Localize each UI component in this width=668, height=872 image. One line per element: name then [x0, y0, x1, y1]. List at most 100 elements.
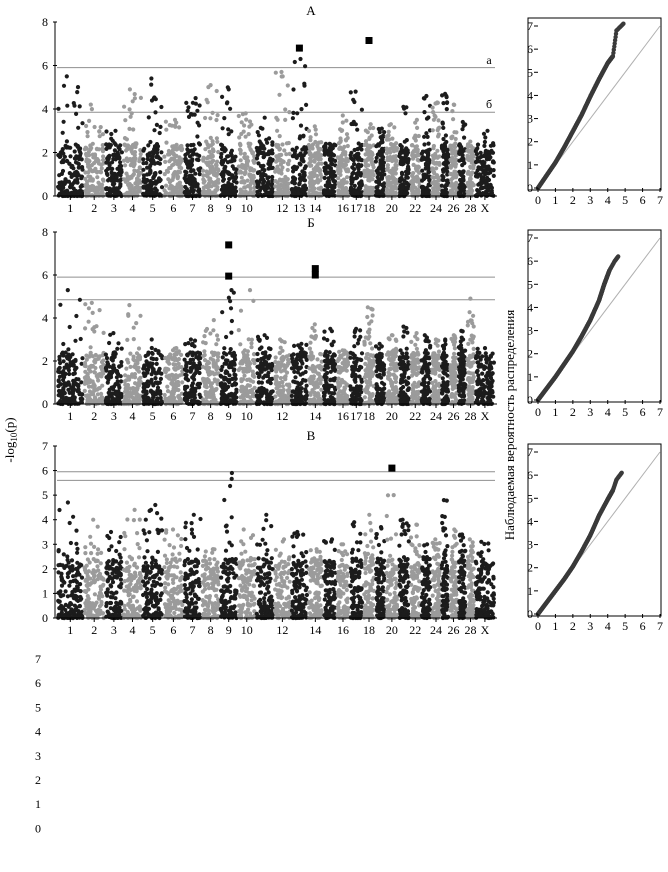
snp-point	[208, 135, 213, 140]
snp-point	[132, 162, 137, 167]
snp-point	[87, 163, 92, 169]
snp-point	[153, 179, 159, 184]
snp-point	[345, 143, 350, 149]
snp-point	[339, 185, 344, 190]
snp-point	[104, 375, 109, 380]
snp-point	[454, 130, 459, 135]
snp-point	[177, 157, 182, 162]
snp-point	[242, 185, 247, 190]
snp-point	[414, 168, 419, 173]
snp-peak-point	[149, 76, 154, 81]
snp-point	[214, 88, 219, 94]
chromosome-13-points	[289, 56, 309, 199]
snp-peak-point	[368, 122, 373, 127]
snp-point	[149, 345, 154, 351]
chromosome-21-points	[397, 104, 411, 199]
snp-point	[295, 385, 300, 390]
snp-point	[66, 365, 71, 370]
snp-point	[283, 191, 289, 196]
snp-point	[246, 158, 251, 164]
snp-point	[211, 172, 217, 177]
panel-a-x-tick-label: 13	[293, 201, 305, 215]
snp-point	[323, 161, 328, 166]
snp-point	[430, 167, 435, 173]
snp-point	[197, 187, 202, 192]
snp-point	[143, 193, 148, 198]
snp-point	[282, 363, 287, 369]
snp-point	[104, 129, 109, 134]
snp-peak-point	[451, 102, 456, 107]
snp-point	[73, 338, 78, 343]
snp-point	[314, 168, 319, 173]
snp-point	[461, 169, 466, 174]
snp-point	[214, 163, 219, 168]
chromosome-19-points	[373, 126, 387, 199]
snp-point	[194, 355, 199, 360]
snp-point	[92, 329, 97, 334]
snp-point	[67, 171, 72, 176]
snp-point	[176, 357, 181, 362]
snp-point	[366, 163, 371, 168]
snp-peak-point	[88, 102, 93, 107]
snp-point	[196, 141, 202, 146]
snp-point	[482, 139, 487, 145]
snp-point	[219, 151, 224, 157]
snp-point	[201, 177, 206, 182]
chromosome-9-points	[218, 85, 239, 199]
snp-point	[300, 396, 305, 401]
snp-point	[114, 369, 119, 374]
snp-point	[229, 318, 234, 324]
snp-point	[220, 397, 225, 402]
snp-point	[72, 371, 77, 376]
snp-point	[61, 399, 66, 404]
snp-point	[147, 165, 152, 170]
snp-point	[245, 178, 250, 183]
snp-point	[190, 158, 195, 163]
snp-point	[449, 158, 454, 163]
snp-point	[119, 150, 124, 155]
snp-point	[248, 174, 253, 179]
snp-point	[183, 173, 188, 178]
snp-point	[72, 367, 78, 372]
snp-point	[270, 157, 275, 162]
snp-peak-point	[327, 141, 332, 146]
snp-point	[313, 132, 319, 137]
snp-point	[352, 147, 357, 153]
snp-point	[158, 124, 163, 129]
snp-point	[233, 373, 238, 378]
snp-point	[440, 177, 445, 182]
snp-point	[164, 140, 169, 145]
snp-point	[367, 126, 373, 131]
snp-point	[244, 117, 249, 122]
snp-point	[117, 190, 122, 195]
snp-point	[215, 185, 220, 190]
snp-point	[134, 321, 139, 326]
snp-point	[147, 153, 152, 158]
snp-point	[302, 183, 307, 188]
snp-point	[466, 157, 471, 163]
snp-point	[291, 175, 296, 180]
snp-point	[332, 142, 337, 147]
snp-point	[270, 174, 275, 180]
snp-point	[425, 134, 430, 139]
snp-point	[264, 388, 269, 393]
panel-a-x-tick-label: 16	[337, 201, 349, 215]
panel-a-x-tick-label: 10	[241, 201, 253, 215]
snp-point	[461, 158, 466, 163]
snp-point	[325, 193, 330, 198]
snp-point	[342, 191, 347, 196]
snp-point	[478, 155, 483, 160]
snp-point	[306, 128, 312, 133]
snp-point	[399, 170, 405, 175]
snp-point	[175, 174, 181, 179]
snp-point	[151, 175, 156, 181]
snp-point	[273, 70, 278, 75]
snp-point	[189, 342, 195, 348]
snp-point	[88, 345, 93, 350]
snp-point	[450, 150, 455, 155]
snp-point	[357, 146, 362, 151]
panel-a-x-tick-label: 9	[226, 201, 232, 215]
snp-point	[130, 395, 135, 400]
snp-point	[95, 175, 100, 180]
snp-point	[148, 139, 153, 145]
